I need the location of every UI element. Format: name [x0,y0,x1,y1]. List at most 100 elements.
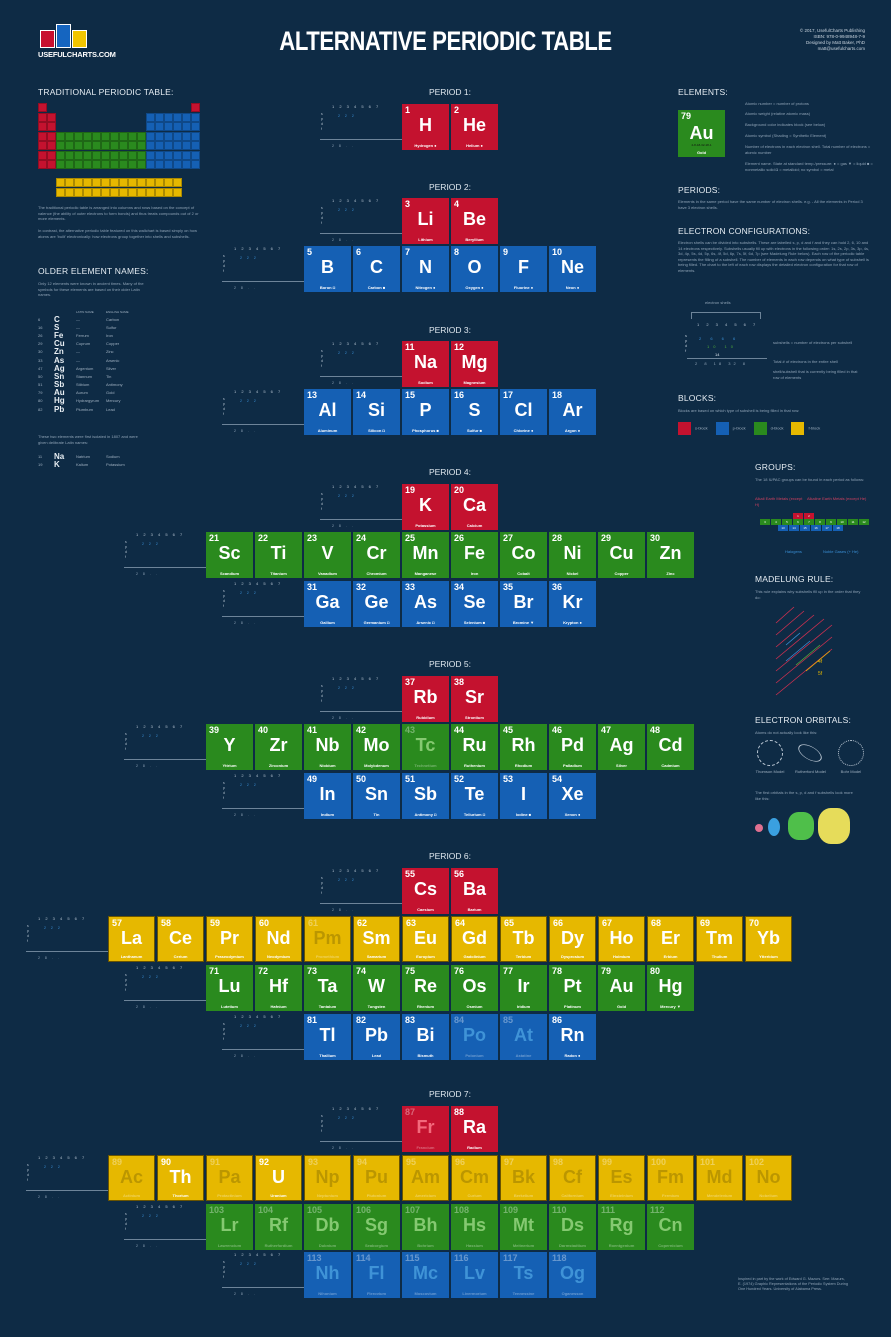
element-tile-se[interactable]: 34 Se Selenium ■ [451,581,498,627]
element-tile-os[interactable]: 76 Os Osmium [451,965,498,1011]
element-tile-sr[interactable]: 38 Sr Strontium [451,676,498,722]
element-tile-hg[interactable]: 80 Hg Mercury ▼ [647,965,694,1011]
element-tile-ho[interactable]: 67 Ho Holmium [598,916,645,962]
element-tile-rh[interactable]: 45 Rh Rhodium [500,724,547,770]
element-tile-pa[interactable]: 91 Pa Protactinium [206,1155,253,1201]
element-tile-nh[interactable]: 113 Nh Nihonium [304,1252,351,1298]
element-tile-w[interactable]: 74 W Tungsten [353,965,400,1011]
element-tile-bk[interactable]: 97 Bk Berkelium [500,1155,547,1201]
element-tile-sm[interactable]: 62 Sm Samarium [353,916,400,962]
element-tile-fl[interactable]: 114 Fl Flerovium [353,1252,400,1298]
element-tile-as[interactable]: 33 As Arsenic ◘ [402,581,449,627]
element-tile-u[interactable]: 92 U Uranium [255,1155,302,1201]
element-tile-pd[interactable]: 46 Pd Palladium [549,724,596,770]
element-tile-og[interactable]: 118 Og Oganesson [549,1252,596,1298]
element-tile-mt[interactable]: 109 Mt Meitnerium [500,1204,547,1250]
element-tile-po[interactable]: 84 Po Polonium [451,1014,498,1060]
element-tile-rb[interactable]: 37 Rb Rubidium [402,676,449,722]
element-tile-mo[interactable]: 42 Mo Molybdenum [353,724,400,770]
element-tile-al[interactable]: 13 Al Aluminum [304,389,351,435]
element-tile-sc[interactable]: 21 Sc Scandium [206,532,253,578]
element-tile-tm[interactable]: 69 Tm Thulium [696,916,743,962]
element-tile-cd[interactable]: 48 Cd Cadmium [647,724,694,770]
element-tile-fm[interactable]: 100 Fm Fermium [647,1155,694,1201]
element-tile-lr[interactable]: 103 Lr Lawrencium [206,1204,253,1250]
element-tile-o[interactable]: 8 O Oxygen ● [451,246,498,292]
element-tile-f[interactable]: 9 F Fluorine ● [500,246,547,292]
element-tile-he[interactable]: 2 He Helium ● [451,104,498,150]
element-tile-at[interactable]: 85 At Astatine [500,1014,547,1060]
element-tile-bh[interactable]: 107 Bh Bohrium [402,1204,449,1250]
element-tile-np[interactable]: 93 Np Neptunium [304,1155,351,1201]
element-tile-sg[interactable]: 106 Sg Seaborgium [353,1204,400,1250]
element-tile-cm[interactable]: 96 Cm Curium [451,1155,498,1201]
element-tile-th[interactable]: 90 Th Thorium [157,1155,204,1201]
element-tile-eu[interactable]: 63 Eu Europium [402,916,449,962]
element-tile-kr[interactable]: 36 Kr Krypton ● [549,581,596,627]
element-tile-y[interactable]: 39 Y Yttrium [206,724,253,770]
element-tile-hs[interactable]: 108 Hs Hassium [451,1204,498,1250]
element-tile-re[interactable]: 75 Re Rhenium [402,965,449,1011]
element-tile-ge[interactable]: 32 Ge Germanium ◘ [353,581,400,627]
element-tile-cr[interactable]: 24 Cr Chromium [353,532,400,578]
element-tile-db[interactable]: 105 Db Dubnium [304,1204,351,1250]
element-tile-rn[interactable]: 86 Rn Radon ● [549,1014,596,1060]
element-tile-ag[interactable]: 47 Ag Silver [598,724,645,770]
element-tile-nb[interactable]: 41 Nb Niobium [304,724,351,770]
element-tile-v[interactable]: 23 V Vanadium [304,532,351,578]
element-tile-tc[interactable]: 43 Tc Technetium [402,724,449,770]
element-tile-gd[interactable]: 64 Gd Gadolinium [451,916,498,962]
element-tile-ds[interactable]: 110 Ds Darmstadtium [549,1204,596,1250]
element-tile-mn[interactable]: 25 Mn Manganese [402,532,449,578]
element-tile-h[interactable]: 1 H Hydrogen ● [402,104,449,150]
element-tile-er[interactable]: 68 Er Erbium [647,916,694,962]
element-tile-tb[interactable]: 65 Tb Terbium [500,916,547,962]
element-tile-lu[interactable]: 71 Lu Lutetium [206,965,253,1011]
element-tile-br[interactable]: 35 Br Bromine ▼ [500,581,547,627]
element-tile-co[interactable]: 27 Co Cobalt [500,532,547,578]
element-tile-ca[interactable]: 20 Ca Calcium [451,484,498,530]
element-tile-p[interactable]: 15 P Phosphorus ■ [402,389,449,435]
element-tile-bi[interactable]: 83 Bi Bismuth [402,1014,449,1060]
element-tile-cl[interactable]: 17 Cl Chlorine ● [500,389,547,435]
element-tile-ne[interactable]: 10 Ne Neon ● [549,246,596,292]
element-tile-pu[interactable]: 94 Pu Plutonium [353,1155,400,1201]
element-tile-cf[interactable]: 98 Cf Californium [549,1155,596,1201]
element-tile-pr[interactable]: 59 Pr Praseodymium [206,916,253,962]
element-tile-pt[interactable]: 78 Pt Platinum [549,965,596,1011]
element-tile-dy[interactable]: 66 Dy Dysprosium [549,916,596,962]
element-tile-ar[interactable]: 18 Ar Argon ● [549,389,596,435]
element-tile-cs[interactable]: 55 Cs Caesium [402,868,449,914]
element-tile-zr[interactable]: 40 Zr Zirconium [255,724,302,770]
usefulcharts-logo[interactable]: USEFULCHARTS.COM [38,24,116,59]
element-tile-mc[interactable]: 115 Mc Moscovium [402,1252,449,1298]
element-tile-i[interactable]: 53 I Iodine ■ [500,773,547,819]
element-tile-ru[interactable]: 44 Ru Ruthenium [451,724,498,770]
element-tile-be[interactable]: 4 Be Beryllium [451,198,498,244]
element-tile-tl[interactable]: 81 Tl Thallium [304,1014,351,1060]
element-tile-ts[interactable]: 117 Ts Tennessine [500,1252,547,1298]
element-tile-ti[interactable]: 22 Ti Titanium [255,532,302,578]
element-tile-hf[interactable]: 72 Hf Hafnium [255,965,302,1011]
element-tile-k[interactable]: 19 K Potassium [402,484,449,530]
element-tile-cu[interactable]: 29 Cu Copper [598,532,645,578]
element-tile-si[interactable]: 14 Si Silicon ◘ [353,389,400,435]
element-tile-te[interactable]: 52 Te Tellurium ◘ [451,773,498,819]
element-tile-ir[interactable]: 77 Ir Iridium [500,965,547,1011]
element-tile-yb[interactable]: 70 Yb Ytterbium [745,916,792,962]
element-tile-xe[interactable]: 54 Xe Xenon ● [549,773,596,819]
element-tile-fe[interactable]: 26 Fe Iron [451,532,498,578]
element-tile-s[interactable]: 16 S Sulfur ■ [451,389,498,435]
element-tile-in[interactable]: 49 In Indium [304,773,351,819]
element-tile-md[interactable]: 101 Md Mendelevium [696,1155,743,1201]
element-tile-zn[interactable]: 30 Zn Zinc [647,532,694,578]
element-tile-n[interactable]: 7 N Nitrogen ● [402,246,449,292]
element-tile-pb[interactable]: 82 Pb Lead [353,1014,400,1060]
element-tile-es[interactable]: 99 Es Einsteinium [598,1155,645,1201]
element-tile-ta[interactable]: 73 Ta Tantalum [304,965,351,1011]
element-tile-ac[interactable]: 89 Ac Actinium [108,1155,155,1201]
element-tile-lv[interactable]: 116 Lv Livermorium [451,1252,498,1298]
element-tile-sb[interactable]: 51 Sb Antimony ◘ [402,773,449,819]
element-tile-rg[interactable]: 111 Rg Roentgenium [598,1204,645,1250]
element-tile-li[interactable]: 3 Li Lithium [402,198,449,244]
